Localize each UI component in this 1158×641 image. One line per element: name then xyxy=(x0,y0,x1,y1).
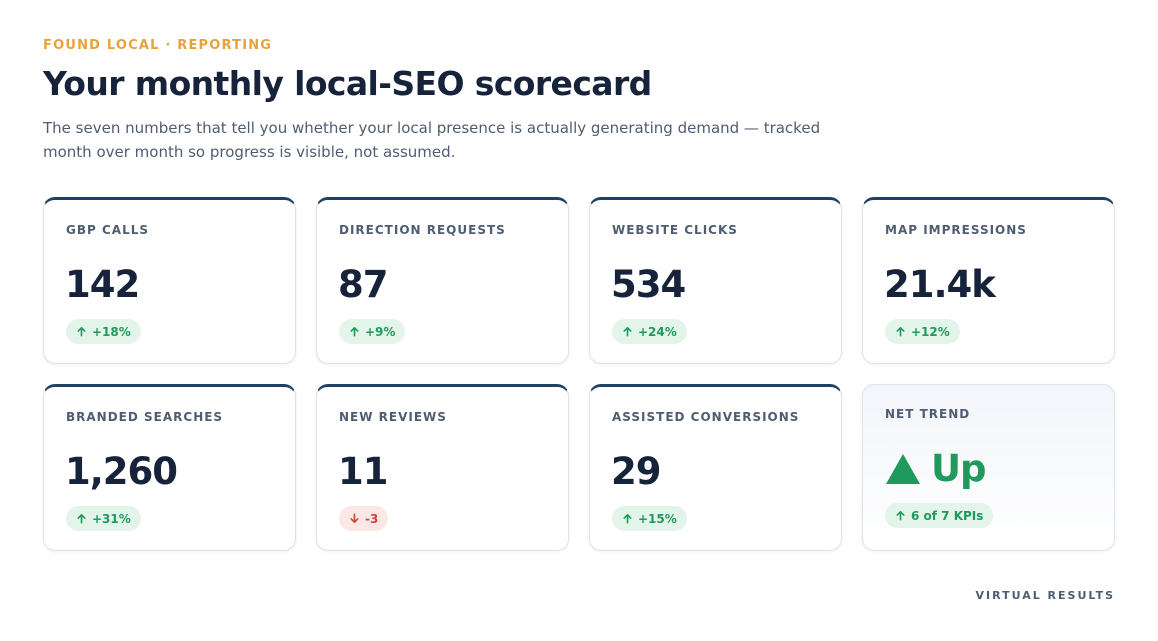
arrow-up-icon xyxy=(896,511,905,521)
kpi-value: 1,260 xyxy=(65,450,178,493)
kpi-change-text: +18% xyxy=(92,324,131,339)
kpi-label: MAP IMPRESSIONS xyxy=(885,223,1027,237)
arrow-up-icon xyxy=(350,327,359,337)
kpi-label: BRANDED SEARCHES xyxy=(66,410,224,424)
kpi-grid: GBP CALLS 142 +18% DIRECTION REQUESTS 87… xyxy=(43,197,1115,551)
kpi-card-gbp-calls: GBP CALLS 142 +18% xyxy=(43,197,296,364)
kpi-change-text: +9% xyxy=(365,324,396,339)
kpi-value: 87 xyxy=(338,263,388,306)
kpi-label: GBP CALLS xyxy=(66,223,149,237)
kpi-change-badge: +18% xyxy=(66,319,141,344)
page-title: Your monthly local-SEO scorecard xyxy=(43,64,652,103)
kpi-card-new-reviews: NEW REVIEWS 11 -3 xyxy=(316,384,569,551)
kpi-change-text: +24% xyxy=(638,324,677,339)
kpi-label: DIRECTION REQUESTS xyxy=(339,223,506,237)
kpi-value: 29 xyxy=(611,450,661,493)
net-trend-value: Up xyxy=(885,447,987,490)
kpi-value: 11 xyxy=(338,450,388,493)
footer-brand: VIRTUAL RESULTS xyxy=(975,589,1115,602)
kpi-change-badge: +9% xyxy=(339,319,406,344)
arrow-up-icon xyxy=(896,327,905,337)
kpi-label: ASSISTED CONVERSIONS xyxy=(612,410,800,424)
kpi-change-badge: +12% xyxy=(885,319,960,344)
kpi-card-assisted-conversions: ASSISTED CONVERSIONS 29 +15% xyxy=(589,384,842,551)
kpi-card-direction-requests: DIRECTION REQUESTS 87 +9% xyxy=(316,197,569,364)
page-subtitle: The seven numbers that tell you whether … xyxy=(43,119,821,161)
kpi-label: NEW REVIEWS xyxy=(339,410,447,424)
kpi-change-text: +15% xyxy=(638,511,677,526)
kpi-change-text: -3 xyxy=(365,511,379,526)
kpi-change-badge: +15% xyxy=(612,506,687,531)
arrow-up-icon xyxy=(77,514,86,524)
kpi-value: 21.4k xyxy=(884,263,996,306)
kpi-change-text: +31% xyxy=(92,511,131,526)
kpi-change-text: +12% xyxy=(911,324,950,339)
arrow-up-icon xyxy=(623,514,632,524)
net-trend-label: NET TREND xyxy=(885,407,971,421)
kpi-change-badge: +24% xyxy=(612,319,687,344)
net-trend-summary: 6 of 7 KPIs xyxy=(911,508,984,523)
kpi-card-branded-searches: BRANDED SEARCHES 1,260 +31% xyxy=(43,384,296,551)
net-trend-text: Up xyxy=(931,447,987,490)
net-trend-card: NET TREND Up 6 of 7 KPIs xyxy=(862,384,1115,551)
kpi-card-website-clicks: WEBSITE CLICKS 534 +24% xyxy=(589,197,842,364)
eyebrow-label: FOUND LOCAL · REPORTING xyxy=(43,38,273,53)
triangle-up-icon xyxy=(886,453,920,484)
kpi-value: 142 xyxy=(65,263,140,306)
arrow-up-icon xyxy=(77,327,86,337)
kpi-change-badge: +31% xyxy=(66,506,141,531)
arrow-up-icon xyxy=(623,327,632,337)
kpi-change-badge: -3 xyxy=(339,506,389,531)
arrow-down-icon xyxy=(350,513,359,523)
net-trend-badge: 6 of 7 KPIs xyxy=(885,503,994,528)
kpi-card-map-impressions: MAP IMPRESSIONS 21.4k +12% xyxy=(862,197,1115,364)
kpi-value: 534 xyxy=(611,263,686,306)
kpi-label: WEBSITE CLICKS xyxy=(612,223,738,237)
